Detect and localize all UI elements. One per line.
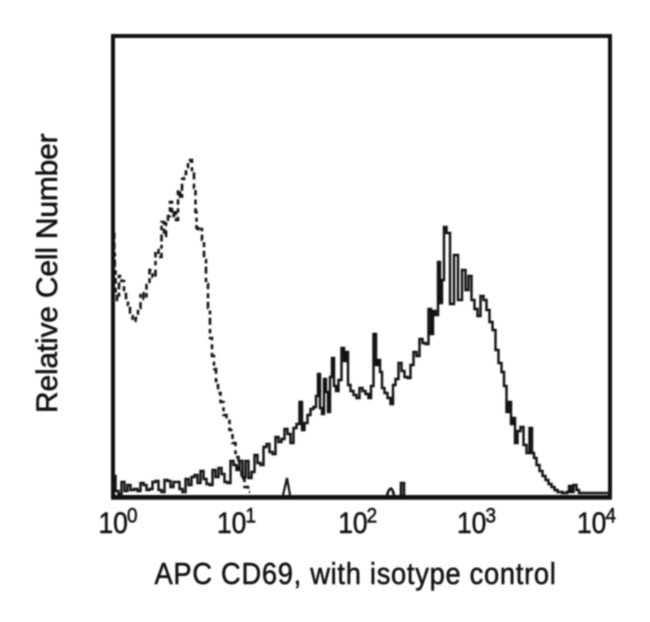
svg-text:103: 103 bbox=[457, 504, 496, 539]
svg-text:Relative Cell Number: Relative Cell Number bbox=[31, 133, 64, 413]
svg-text:APC CD69, with isotype control: APC CD69, with isotype control bbox=[155, 557, 557, 591]
